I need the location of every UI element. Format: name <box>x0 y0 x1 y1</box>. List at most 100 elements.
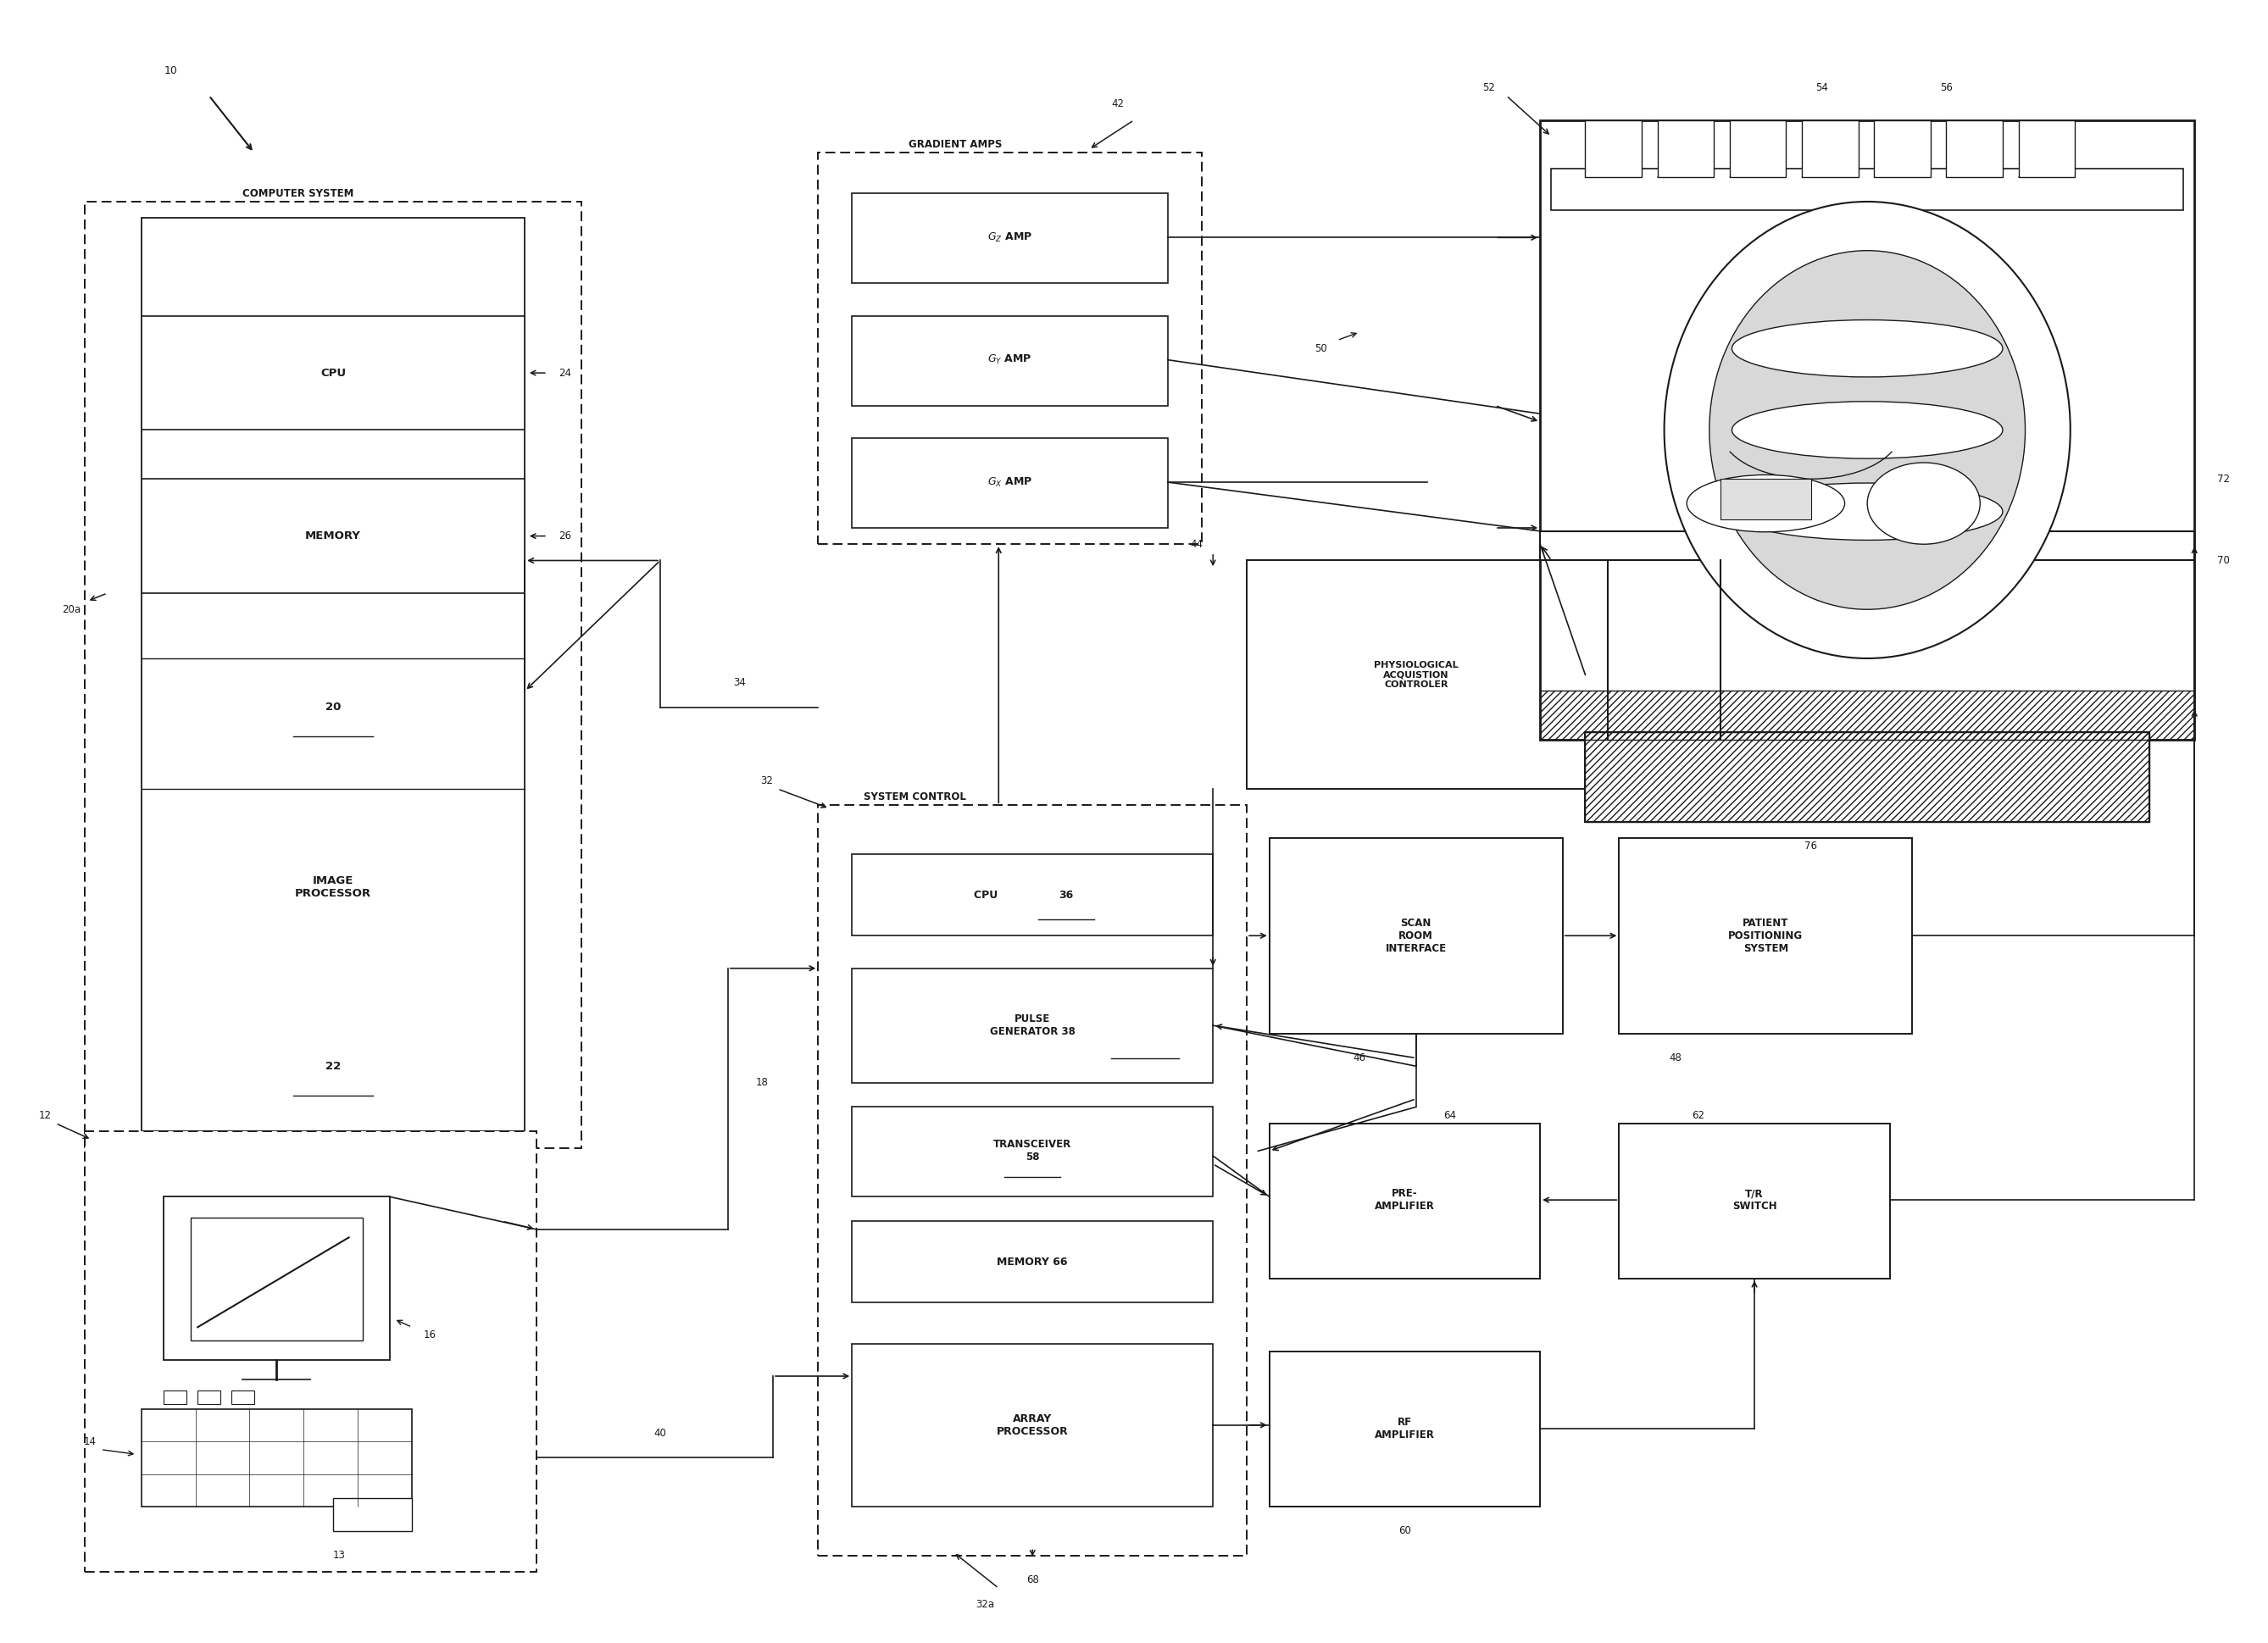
Bar <box>853 1344 1213 1507</box>
Text: COMPUTER SYSTEM: COMPUTER SYSTEM <box>243 187 354 199</box>
Text: 70: 70 <box>2218 555 2229 565</box>
Text: 68: 68 <box>1025 1574 1039 1585</box>
Bar <box>84 202 581 1148</box>
Text: ARRAY
PROCESSOR: ARRAY PROCESSOR <box>996 1413 1068 1438</box>
Text: 48: 48 <box>1669 1053 1683 1063</box>
Bar <box>1730 120 1787 177</box>
Bar <box>819 153 1202 544</box>
Bar <box>141 315 524 430</box>
Bar <box>1721 480 1810 519</box>
Text: T/R
SWITCH: T/R SWITCH <box>1733 1188 1776 1213</box>
Bar <box>853 315 1168 406</box>
Text: 52: 52 <box>1483 82 1495 94</box>
Bar <box>1619 1124 1889 1278</box>
Bar <box>1247 560 1585 789</box>
Text: 46: 46 <box>1354 1053 1365 1063</box>
Text: 44: 44 <box>1191 539 1202 550</box>
Bar <box>1270 1352 1540 1507</box>
Text: TRANSCEIVER
58: TRANSCEIVER 58 <box>993 1139 1070 1163</box>
Bar <box>1270 1124 1540 1278</box>
Ellipse shape <box>1665 202 2071 659</box>
Text: 22: 22 <box>324 1061 340 1071</box>
Text: $G_Z$ AMP: $G_Z$ AMP <box>987 232 1032 243</box>
Text: 34: 34 <box>733 677 746 688</box>
Text: 32: 32 <box>760 775 773 787</box>
Text: 26: 26 <box>558 531 572 542</box>
Ellipse shape <box>1733 320 2003 376</box>
Text: 16: 16 <box>424 1329 435 1341</box>
Bar <box>853 968 1213 1083</box>
Bar <box>853 194 1168 283</box>
Bar <box>1946 120 2003 177</box>
Bar <box>141 1408 413 1507</box>
Text: MEMORY 66: MEMORY 66 <box>998 1257 1068 1267</box>
Text: 76: 76 <box>1805 841 1817 851</box>
Text: 13: 13 <box>333 1549 345 1561</box>
Bar <box>853 1221 1213 1303</box>
Text: 20a: 20a <box>61 605 82 614</box>
Ellipse shape <box>1733 401 2003 458</box>
Circle shape <box>1867 463 1980 544</box>
Bar <box>141 480 524 593</box>
Bar <box>853 854 1213 935</box>
Bar <box>1873 120 1930 177</box>
Text: $G_Y$ AMP: $G_Y$ AMP <box>987 353 1032 366</box>
Bar <box>1585 120 1642 177</box>
Ellipse shape <box>1687 475 1844 532</box>
Text: 10: 10 <box>163 66 177 77</box>
Text: 20: 20 <box>324 702 340 713</box>
Bar <box>1270 838 1563 1033</box>
Text: MEMORY: MEMORY <box>306 531 361 542</box>
Text: $G_X$ AMP: $G_X$ AMP <box>987 476 1032 488</box>
Text: 36: 36 <box>1059 889 1073 900</box>
Text: 60: 60 <box>1399 1526 1411 1536</box>
Text: CPU: CPU <box>973 889 1000 900</box>
Bar <box>1619 838 1912 1033</box>
Text: CPU: CPU <box>320 368 345 378</box>
Bar <box>1540 531 2195 560</box>
Ellipse shape <box>1733 483 2003 541</box>
Bar <box>84 1132 535 1572</box>
Ellipse shape <box>1710 251 2025 610</box>
Text: RF
AMPLIFIER: RF AMPLIFIER <box>1374 1416 1436 1441</box>
Text: 72: 72 <box>2218 473 2229 485</box>
Text: 64: 64 <box>1442 1109 1456 1121</box>
Text: PRE-
AMPLIFIER: PRE- AMPLIFIER <box>1374 1188 1436 1213</box>
Text: 42: 42 <box>1111 99 1125 110</box>
Bar <box>853 1107 1213 1196</box>
Bar <box>231 1392 254 1403</box>
Text: 56: 56 <box>1939 82 1953 94</box>
Text: GRADIENT AMPS: GRADIENT AMPS <box>909 140 1002 150</box>
Bar <box>141 219 524 1132</box>
Bar <box>853 439 1168 527</box>
Bar <box>1540 120 2195 739</box>
Text: SCAN
ROOM
INTERFACE: SCAN ROOM INTERFACE <box>1386 917 1447 955</box>
Bar <box>1540 692 2195 739</box>
Bar <box>819 805 1247 1556</box>
Bar <box>191 1217 363 1341</box>
Text: 32a: 32a <box>975 1599 996 1610</box>
Bar <box>1551 169 2184 210</box>
Text: 18: 18 <box>755 1078 769 1088</box>
Text: 40: 40 <box>653 1428 667 1439</box>
Text: 54: 54 <box>1817 82 1828 94</box>
Text: SYSTEM CONTROL: SYSTEM CONTROL <box>864 792 966 802</box>
Text: PULSE
GENERATOR 38: PULSE GENERATOR 38 <box>989 1014 1075 1037</box>
Text: 14: 14 <box>84 1436 95 1447</box>
Bar <box>163 1196 390 1360</box>
Text: 12: 12 <box>39 1109 50 1121</box>
Text: PHYSIOLOGICAL
ACQUISTION
CONTROLER: PHYSIOLOGICAL ACQUISTION CONTROLER <box>1374 660 1458 688</box>
Text: 24: 24 <box>558 368 572 378</box>
Text: PATIENT
POSITIONING
SYSTEM: PATIENT POSITIONING SYSTEM <box>1728 917 1803 955</box>
Bar <box>1658 120 1715 177</box>
Bar <box>197 1392 220 1403</box>
Bar <box>2019 120 2075 177</box>
Bar <box>1585 731 2150 822</box>
Bar <box>163 1392 186 1403</box>
Bar <box>1801 120 1857 177</box>
Bar <box>1585 731 2150 822</box>
Text: IMAGE
PROCESSOR: IMAGE PROCESSOR <box>295 874 372 899</box>
Bar <box>333 1498 413 1531</box>
Text: 62: 62 <box>1692 1109 1706 1121</box>
Text: 50: 50 <box>1315 343 1327 353</box>
